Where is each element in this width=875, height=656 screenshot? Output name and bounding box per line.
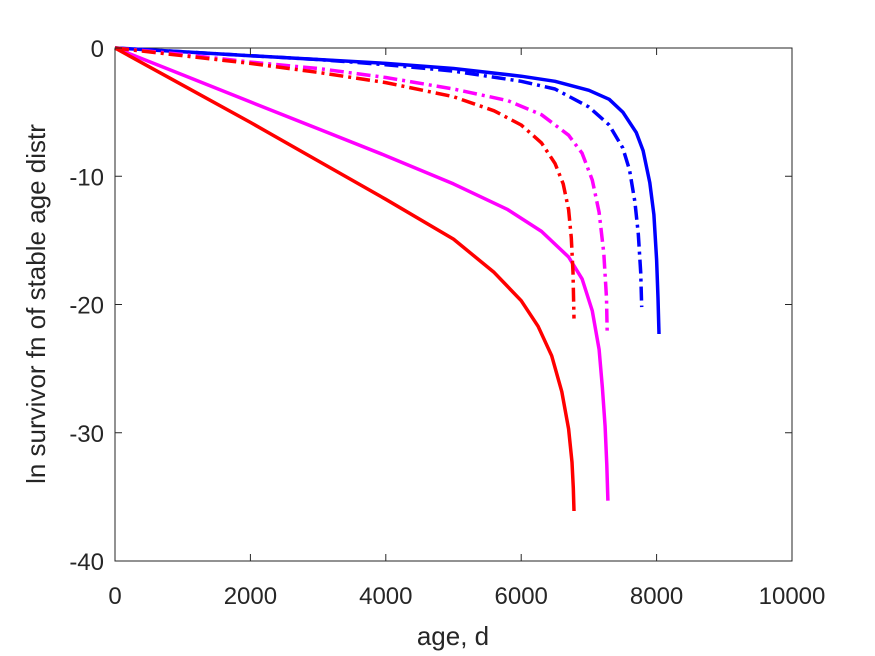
x-tick-label: 10000 [759, 583, 826, 610]
x-tick-label: 0 [108, 583, 121, 610]
x-tick-label: 6000 [495, 583, 548, 610]
y-axis-title: ln survivor fn of stable age distr [21, 124, 51, 484]
y-tick-label: -30 [69, 421, 104, 448]
series-line-3 [114, 46, 610, 501]
series-line-2 [114, 46, 644, 308]
series-line-6 [114, 46, 576, 319]
x-tick-label: 4000 [359, 583, 412, 610]
x-tick-label: 8000 [630, 583, 683, 610]
series-line-5 [114, 46, 576, 512]
plot-area [114, 47, 793, 562]
x-axis-title: age, d [417, 621, 489, 651]
ticks-layer: 0 2000 4000 6000 8000 10000 -40 -30 -20 -10 0 [69, 36, 825, 610]
series-layer [114, 46, 661, 512]
x-tick-label: 2000 [224, 583, 277, 610]
y-tick-label: 0 [91, 36, 104, 63]
y-tick-label: -10 [69, 164, 104, 191]
y-tick-label: -40 [69, 549, 104, 576]
y-tick-label: -20 [69, 293, 104, 320]
series-line-4 [114, 46, 609, 333]
